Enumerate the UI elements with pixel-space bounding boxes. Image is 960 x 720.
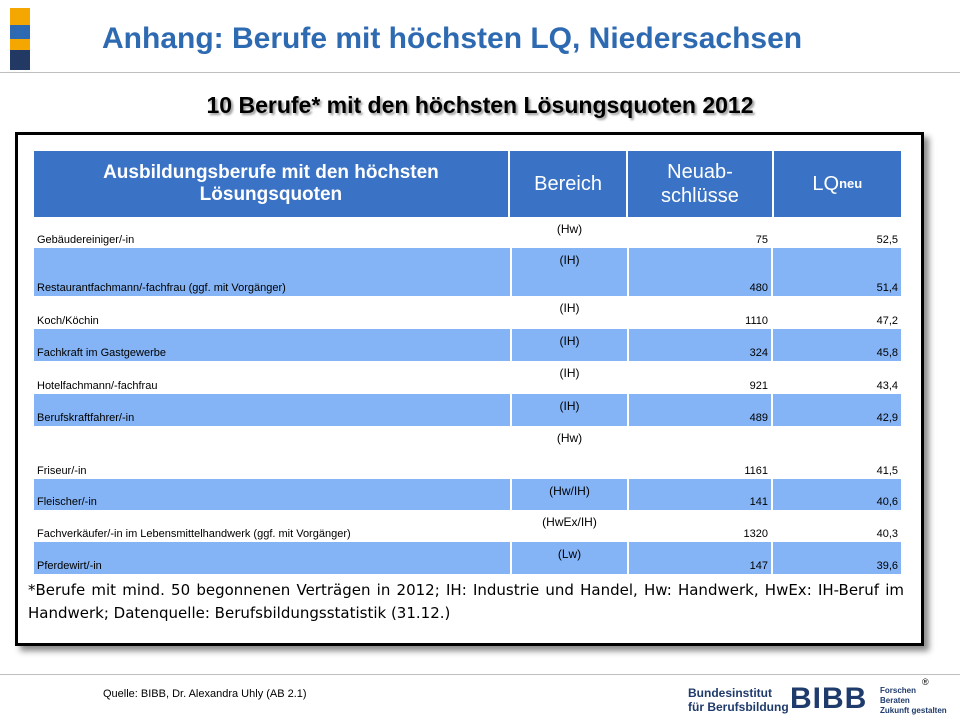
occupation-cell: Fachverkäufer/-in im Lebensmittelhandwer… — [34, 510, 512, 542]
contracts-cell: 147 — [629, 542, 773, 574]
sector-cell: (Lw) — [512, 542, 629, 574]
accent-block-4 — [10, 50, 30, 70]
occupation-cell: Fleischer/-in — [34, 479, 512, 510]
logo-tag-line2: Beraten — [880, 696, 910, 705]
lq-cell: 42,9 — [876, 412, 898, 424]
lq-cell: 47,2 — [876, 315, 898, 327]
contracts-cell: 141 — [629, 479, 773, 510]
header-lq-label: LQ — [812, 173, 840, 195]
occupation-cell: Berufskraftfahrer/-in — [34, 394, 512, 426]
sector-cell: (IH) — [512, 296, 629, 329]
bibb-logo-mark: BIBB — [790, 682, 868, 715]
contracts-cell: 921 — [629, 361, 773, 394]
logo-name-line2: für Berufsbildung — [688, 700, 789, 714]
occupation-cell: Friseur/-in — [34, 426, 512, 479]
table-body: Gebäudereiniger/-in (Hw) 75 52,5 Restaurantf… — [34, 217, 901, 574]
occupation-cell: Koch/Köchin — [34, 296, 512, 329]
table-subtitle: 10 Berufe* mit den höchsten Lösungsquote… — [206, 92, 754, 118]
sector-cell: (HwEx/IH) — [512, 510, 629, 542]
accent-block-2 — [10, 25, 30, 39]
logo-tag-line1: Forschen — [880, 686, 917, 695]
contracts-cell: 1320 — [629, 510, 773, 542]
lq-cell: 45,8 — [876, 347, 898, 359]
lq-cell: 40,3 — [876, 528, 898, 540]
sector-cell: (Hw) — [512, 426, 629, 479]
header-lq-subscript: neu — [839, 176, 863, 191]
occupation-cell: Restaurantfachmann/-fachfrau (ggf. mit V… — [34, 248, 512, 296]
logo-tag-line3: Zukunft gestalten — [880, 706, 947, 715]
sector-cell: (IH) — [512, 361, 629, 394]
logo-name-line1: Bundesinstitut — [688, 686, 772, 700]
sector-cell: (IH) — [512, 394, 629, 426]
contracts-cell: 1110 — [629, 296, 773, 329]
table-row: Berufskraftfahrer/-in (IH) 489 42,9 — [34, 394, 901, 426]
lq-cell: 41,5 — [876, 465, 898, 477]
accent-bar — [10, 8, 30, 70]
page-title: Anhang: Berufe mit höchsten LQ, Niedersa… — [102, 22, 803, 55]
header-contracts: Neuab-schlüsse — [628, 151, 774, 217]
table-row: Koch/Köchin (IH) 1110 47,2 — [34, 296, 901, 329]
contracts-cell: 324 — [629, 329, 773, 361]
table-row: Fachverkäufer/-in im Lebensmittelhandwer… — [34, 510, 901, 542]
source-note: Quelle: BIBB, Dr. Alexandra Uhly (AB 2.1… — [103, 688, 307, 700]
bibb-logo-tagline: Forschen Beraten Zukunft gestalten — [880, 686, 947, 716]
contracts-cell: 480 — [629, 248, 773, 296]
occupation-table: Ausbildungsberufe mit den höchsten Lösun… — [34, 151, 901, 574]
sector-cell: (IH) — [512, 329, 629, 361]
table-row: Friseur/-in (Hw) 1161 41,5 — [34, 426, 901, 479]
occupation-cell: Gebäudereiniger/-in — [34, 217, 512, 248]
lq-cell: 52,5 — [876, 234, 898, 246]
occupation-cell: Hotelfachmann/-fachfrau — [34, 361, 512, 394]
contracts-cell: 1161 — [629, 426, 773, 479]
table-row: Hotelfachmann/-fachfrau (IH) 921 43,4 — [34, 361, 901, 394]
header-lq: LQ neu — [774, 151, 901, 217]
table-row: Fachkraft im Gastgewerbe (IH) 324 45,8 — [34, 329, 901, 361]
header-sector: Bereich — [510, 151, 629, 217]
lq-cell: 40,6 — [876, 496, 898, 508]
sector-cell: (IH) — [512, 248, 629, 296]
table-header-row: Ausbildungsberufe mit den höchsten Lösun… — [34, 151, 901, 217]
sector-cell: (Hw) — [512, 217, 629, 248]
table-row: Gebäudereiniger/-in (Hw) 75 52,5 — [34, 217, 901, 248]
table-row: Fleischer/-in (Hw/IH) 141 40,6 — [34, 479, 901, 510]
accent-block-3 — [10, 39, 30, 50]
lq-cell: 51,4 — [876, 282, 898, 294]
table-row: Pferdewirt/-in (Lw) 147 39,6 — [34, 542, 901, 574]
occupation-cell: Pferdewirt/-in — [34, 542, 512, 574]
title-divider — [0, 72, 960, 73]
footer-divider — [0, 674, 960, 675]
table-row: Restaurantfachmann/-fachfrau (ggf. mit V… — [34, 248, 901, 296]
contracts-cell: 75 — [629, 217, 773, 248]
header-occupation: Ausbildungsberufe mit den höchsten Lösun… — [34, 151, 510, 217]
contracts-cell: 489 — [629, 394, 773, 426]
lq-cell: 39,6 — [876, 560, 898, 572]
sector-cell: (Hw/IH) — [512, 479, 629, 510]
table-frame: Ausbildungsberufe mit den höchsten Lösun… — [15, 132, 924, 646]
accent-block-1 — [10, 8, 30, 25]
lq-cell: 43,4 — [876, 380, 898, 392]
footnote: *Berufe mit mind. 50 begonnenen Verträge… — [28, 581, 904, 622]
registered-mark: ® — [922, 677, 929, 687]
occupation-cell: Fachkraft im Gastgewerbe — [34, 329, 512, 361]
bibb-logo-name: Bundesinstitut für Berufsbildung — [688, 686, 789, 714]
